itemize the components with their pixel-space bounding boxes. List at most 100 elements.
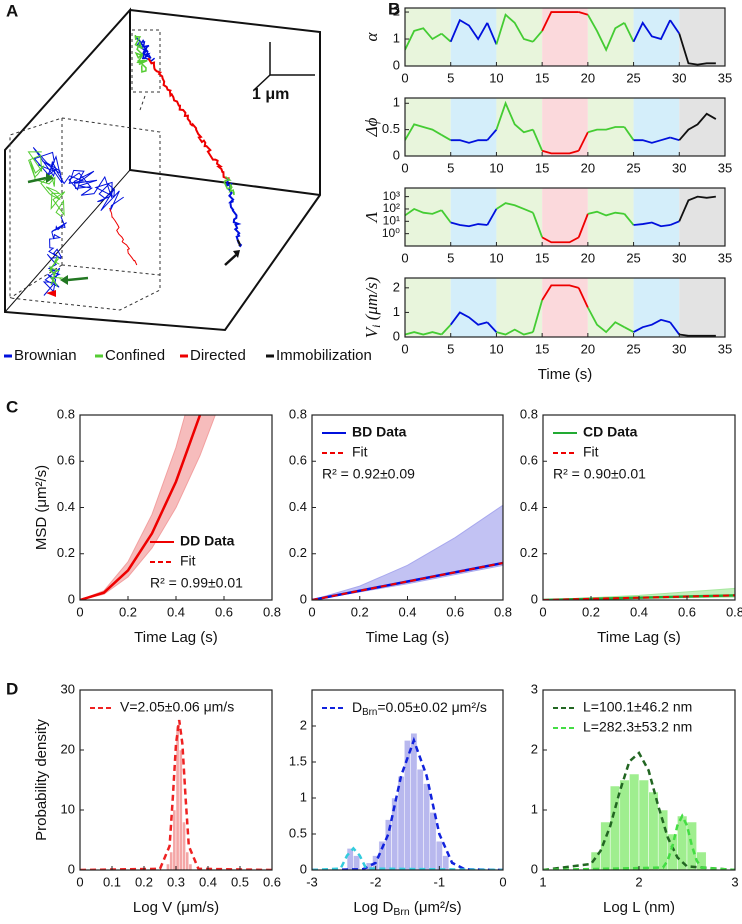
x-tick-label: 15 [535, 250, 549, 265]
trajectory [147, 57, 230, 180]
y-tick-label: 1 [531, 801, 538, 816]
line-connector [669, 136, 680, 142]
arrow [67, 276, 89, 282]
line-connector [441, 134, 452, 141]
inset-edge [61, 264, 161, 276]
line-connector [623, 213, 635, 226]
x-tick-label: 35 [718, 341, 732, 356]
state-region [405, 8, 451, 66]
trajectory-line [405, 123, 443, 141]
chart: 0 5 10 15 20 25 30 35 0 1 2 α [362, 3, 732, 85]
histogram-bar [600, 821, 611, 870]
line-connector [669, 321, 681, 336]
axes-frame [542, 414, 736, 601]
line-connector [440, 324, 452, 336]
y-tick-label: 20 [61, 741, 75, 756]
panel-label: B [388, 0, 400, 18]
histogram-bar [188, 863, 193, 870]
x-tick-label: 20 [581, 250, 595, 265]
y-tick-label: 0.6 [520, 453, 538, 468]
x-tick-label: 0.3 [167, 874, 185, 889]
plot-area [405, 8, 725, 66]
inset-edges [9, 117, 161, 311]
trajectory-line [405, 27, 443, 51]
x-tick-label: 0.8 [726, 604, 742, 619]
trajectory-line [450, 139, 488, 144]
y-tick-label: 10¹ [383, 213, 400, 227]
plot-area [80, 719, 272, 870]
x-axis-label: Log DBrn (μm²/s) [353, 899, 461, 918]
trajectory-line [633, 136, 671, 144]
text-part: V [362, 325, 381, 338]
fit-curve [312, 846, 503, 870]
fit-curve [543, 813, 735, 870]
trajectory-line [632, 19, 671, 43]
y-tick-label: 30 [61, 681, 75, 696]
x-tick-label: 10 [489, 160, 503, 175]
x-tick-label: 20 [581, 70, 595, 85]
x-tick-label: 0 [401, 70, 408, 85]
histogram-bar [178, 749, 183, 870]
chart: 0 5 10 15 20 25 30 35 0 0.5 1 Δϕ [362, 95, 732, 176]
y-tick-label: 10⁰ [382, 226, 400, 240]
legend-label: Fit [583, 444, 599, 460]
line-connector [577, 131, 589, 152]
axes-frame [404, 187, 726, 247]
legend-label: Immobilization [276, 347, 372, 364]
y-tick-label: 0 [68, 591, 75, 606]
fit-curve [543, 751, 735, 870]
trajectory-line [633, 318, 671, 333]
y-tick-label: 2 [531, 741, 538, 756]
histogram-bar [619, 779, 630, 870]
legend-label: L=282.3±53.2 nm [583, 719, 692, 735]
subscript: i [369, 325, 383, 328]
legend-label: DBrn=0.05±0.02 μm²/s [352, 699, 487, 718]
x-tick-label: 25 [626, 250, 640, 265]
trajectory-line [633, 221, 671, 228]
x-tick-label: 0 [539, 604, 546, 619]
line-connector [532, 129, 543, 152]
x-tick-label: 0.2 [582, 604, 600, 619]
trajectory-line [678, 33, 716, 66]
x-tick-label: 20 [581, 160, 595, 175]
trajectory-line [541, 284, 579, 301]
x-tick-label: 0.8 [263, 604, 281, 619]
trajectory-line [541, 236, 580, 244]
x-tick-label: -2 [370, 874, 382, 889]
text-part: =0.05±0.02 μm²/s [377, 699, 487, 715]
x-tick-label: 0.2 [135, 874, 153, 889]
state-region [450, 98, 497, 156]
line-connector [624, 326, 634, 333]
x-tick-label: 0 [308, 604, 315, 619]
trajectory [42, 216, 67, 296]
axes-frame [311, 689, 504, 871]
fit-line [80, 415, 201, 600]
line-connector [623, 22, 635, 43]
line-connector [486, 129, 498, 141]
trajectory-line [495, 202, 534, 214]
legend-label: Fit [180, 553, 196, 569]
y-tick-label: 0 [300, 591, 307, 606]
x-tick-label: 0.2 [119, 604, 137, 619]
state-region [633, 98, 680, 156]
trajectory-line [587, 126, 625, 134]
histogram-bar [435, 840, 443, 870]
x-tick-label: 0.4 [167, 604, 185, 619]
chart: 0 5 10 15 20 25 30 35 0 1 2 Vi (μm/s) Time (s) [362, 276, 732, 383]
plot-area [405, 188, 725, 246]
fit-annotation: R² = 0.99±0.01 [150, 575, 243, 591]
trajectory [48, 255, 64, 287]
y-axis-label: Vi (μm/s) [362, 276, 383, 338]
trajectory-line [495, 13, 534, 45]
x-tick-label: 0.4 [199, 874, 217, 889]
state-region [450, 188, 497, 246]
state-region [679, 98, 725, 156]
x-tick-label: 0.4 [398, 604, 416, 619]
y-tick-label: 0.8 [289, 406, 307, 421]
panel-label: D [6, 679, 18, 698]
arrow [224, 254, 237, 266]
x-tick-label: 10 [489, 70, 503, 85]
x-tick-label: 15 [535, 160, 549, 175]
x-tick-label: 0.6 [446, 604, 464, 619]
y-tick-label: 3 [531, 681, 538, 696]
